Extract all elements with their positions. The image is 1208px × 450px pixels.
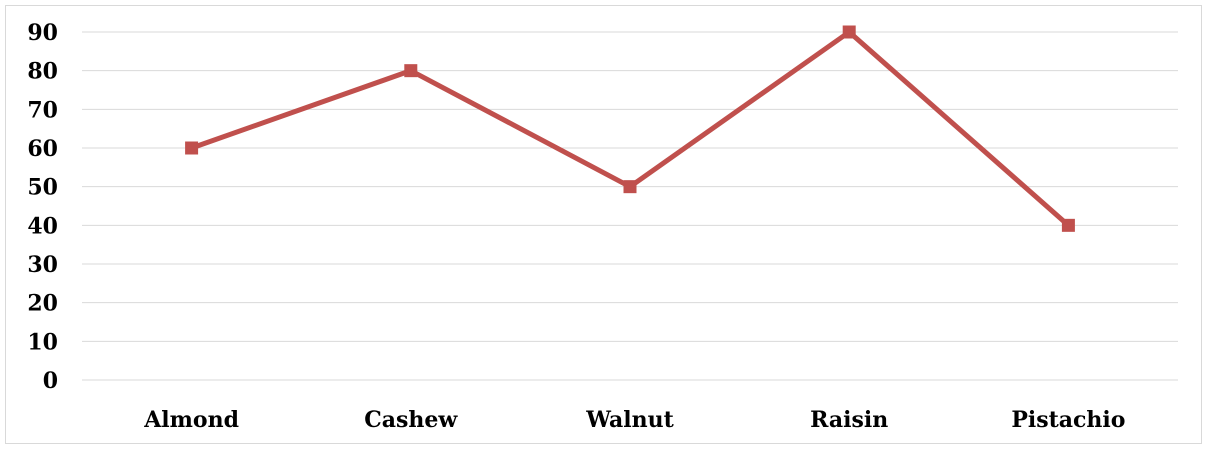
y-tick-label: 10 [27,329,58,355]
y-axis-tick-labels: 0 10 20 30 40 50 60 70 80 90 [27,20,58,394]
x-tick-label: Cashew [364,407,458,433]
x-axis-category-labels: Almond Cashew Walnut Raisin Pistachio [143,407,1125,433]
y-tick-label: 50 [27,175,58,201]
y-tick-label: 0 [43,368,58,394]
data-markers [185,25,1075,232]
y-tick-label: 40 [27,213,58,239]
x-tick-label: Walnut [585,407,674,433]
data-point-almond [185,141,199,155]
data-point-raisin [842,25,856,39]
data-point-cashew [404,64,418,78]
y-tick-label: 30 [27,252,58,278]
chart-area [5,5,1202,444]
y-tick-label: 80 [27,59,58,85]
data-point-pistachio [1061,218,1075,232]
series-line-layer [189,29,1071,228]
y-tick-label: 60 [27,136,58,162]
x-tick-label: Almond [143,407,239,433]
data-point-walnut [623,180,637,194]
y-tick-label: 20 [27,291,58,317]
x-tick-label: Raisin [810,407,888,433]
y-tick-label: 90 [27,20,58,46]
x-tick-label: Pistachio [1011,407,1125,433]
series-line [189,29,1071,228]
gridlines [82,31,1178,381]
y-tick-label: 70 [27,97,58,123]
